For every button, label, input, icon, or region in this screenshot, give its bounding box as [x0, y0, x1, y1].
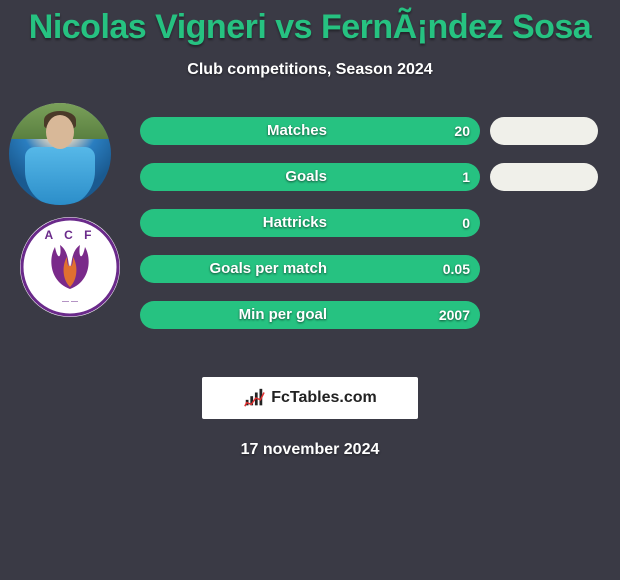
player-left-avatar — [9, 103, 111, 205]
stat-bar-right — [490, 117, 598, 145]
stat-value-left: 20 — [140, 117, 470, 145]
stat-value-left: 1 — [140, 163, 470, 191]
svg-text:— —: — — — [62, 298, 78, 305]
footer-date: 17 november 2024 — [0, 441, 620, 459]
bar-chart-icon — [243, 387, 265, 409]
page-subtitle: Club competitions, Season 2024 — [0, 61, 620, 79]
stat-row: Hattricks0 — [140, 209, 480, 237]
comparison-content: A C F — — Matches20 Goals1 Hattricks0 Goals… — [0, 117, 620, 367]
branding-label: FcTables.com — [271, 389, 377, 407]
stat-value-left: 2007 — [140, 301, 470, 329]
stat-value-left: 0 — [140, 209, 470, 237]
stat-bar-right — [490, 163, 598, 191]
stat-row: Goals1 — [140, 163, 480, 191]
stat-row: Matches20 — [140, 117, 480, 145]
page-title: Nicolas Vigneri vs FernÃ¡ndez Sosa — [0, 0, 620, 47]
club-badge: A C F — — — [20, 217, 120, 317]
stat-row: Min per goal2007 — [140, 301, 480, 329]
stat-value-left: 0.05 — [140, 255, 470, 283]
svg-text:A C F: A C F — [45, 228, 96, 242]
stat-row: Goals per match0.05 — [140, 255, 480, 283]
branding-box: FcTables.com — [202, 377, 418, 419]
stat-bars: Matches20 Goals1 Hattricks0 Goals per match… — [140, 117, 480, 347]
